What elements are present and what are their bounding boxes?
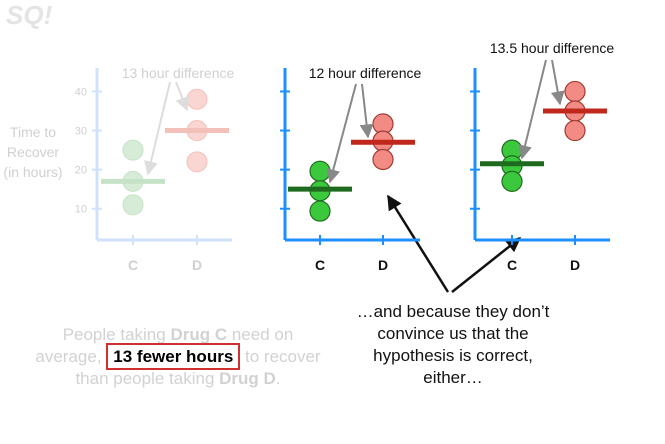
x-tick-label: D bbox=[378, 257, 388, 273]
difference-arrow bbox=[326, 83, 357, 184]
note-arrow bbox=[386, 194, 450, 293]
data-point bbox=[372, 148, 394, 171]
highlight-text: 13 fewer hours bbox=[113, 347, 234, 366]
highlight: 13 fewer hours bbox=[106, 343, 241, 370]
caption-bold: Drug C bbox=[170, 325, 228, 344]
data-point bbox=[309, 160, 331, 182]
caption: People taking Drug C need on average, 13… bbox=[28, 324, 328, 390]
difference-label: 13.5 hour difference bbox=[490, 40, 614, 56]
x-tick-label: C bbox=[315, 257, 325, 273]
note-arrow bbox=[451, 237, 522, 293]
data-point bbox=[501, 170, 523, 192]
caption-text: need on average, bbox=[35, 325, 294, 366]
y-tick-label: 20 bbox=[75, 165, 87, 177]
y-tick-label: 10 bbox=[75, 204, 87, 216]
data-point bbox=[122, 139, 144, 161]
y-tick-label: 30 bbox=[75, 126, 87, 138]
data-point bbox=[186, 88, 208, 110]
y-tick-label: 40 bbox=[75, 86, 87, 98]
difference-arrow bbox=[175, 81, 189, 112]
x-tick-label: C bbox=[128, 257, 138, 273]
data-point bbox=[309, 200, 331, 222]
y-axis-label: Time to Recover (in hours) bbox=[3, 124, 63, 180]
difference-arrow bbox=[550, 59, 565, 106]
caption-text: People taking bbox=[62, 325, 171, 344]
note: …and because they don’t convince us that… bbox=[356, 302, 550, 387]
caption-text: . bbox=[275, 369, 281, 388]
caption-bold: Drug D bbox=[219, 369, 276, 388]
x-tick-label: C bbox=[507, 257, 517, 273]
data-point bbox=[186, 151, 208, 173]
caption-text: to recover than people taking bbox=[75, 347, 321, 388]
difference-arrow bbox=[518, 59, 547, 160]
x-tick-label: D bbox=[192, 257, 202, 273]
difference-label: 12 hour difference bbox=[309, 65, 422, 81]
data-point bbox=[122, 194, 144, 216]
data-point bbox=[564, 80, 586, 103]
difference-arrow bbox=[144, 81, 171, 176]
x-tick-label: D bbox=[570, 257, 580, 273]
data-point bbox=[564, 119, 586, 142]
logo: SQ! bbox=[6, 0, 53, 30]
difference-arrow bbox=[359, 83, 374, 139]
difference-label: 13 hour difference bbox=[122, 65, 235, 81]
